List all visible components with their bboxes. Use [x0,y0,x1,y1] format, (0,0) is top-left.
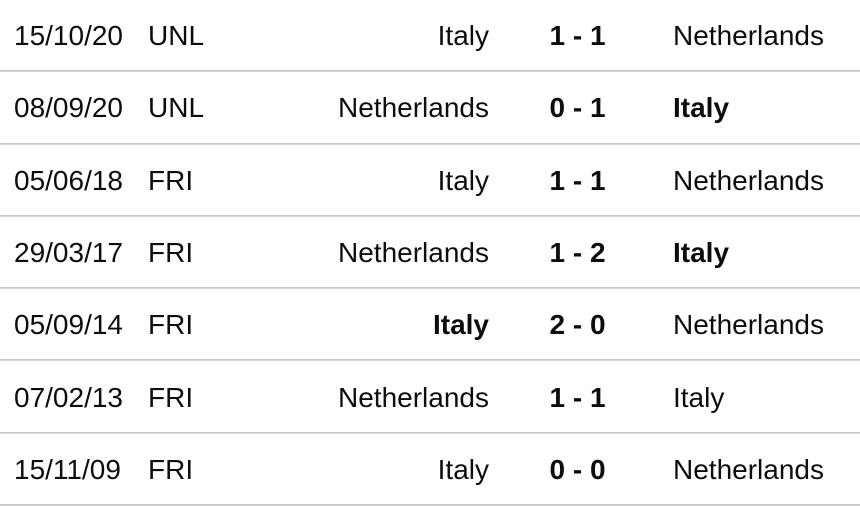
match-score: 0 - 1 [549,92,606,124]
match-score: 2 - 0 [549,309,606,341]
match-date: 15/11/09 [14,453,121,485]
competition-code: FRI [148,309,194,341]
home-team-name: Netherlands [338,92,489,124]
match-score: 0 - 0 [549,453,606,485]
match-row: 08/09/20 UNL Netherlands 0 - 1 Italy [0,72,860,145]
competition-code: UNL [148,92,205,124]
match-date: 08/09/20 [14,92,123,124]
home-team-name: Italy [437,20,489,52]
match-date: 05/09/14 [14,309,123,341]
match-score: 1 - 2 [549,236,606,268]
match-score: 1 - 1 [549,381,606,413]
competition-code: UNL [148,20,205,52]
away-team-name: Netherlands [673,309,824,341]
competition-code: FRI [148,381,194,413]
competition-code: FRI [148,453,194,485]
match-date: 07/02/13 [14,381,123,413]
match-score: 1 - 1 [549,164,606,196]
home-team-name: Netherlands [338,381,489,413]
competition-code: FRI [148,236,194,268]
match-row: 15/10/20 UNL Italy 1 - 1 Netherlands [0,0,860,73]
match-row: 05/09/14 FRI Italy 2 - 0 Netherlands [0,289,860,362]
match-row: 07/02/13 FRI Netherlands 1 - 1 Italy [0,361,860,434]
match-date: 15/10/20 [14,20,123,52]
competition-code: FRI [148,164,194,196]
match-row: 29/03/17 FRI Netherlands 1 - 2 Italy [0,217,860,290]
match-score: 1 - 1 [549,20,606,52]
away-team-name: Italy [673,381,725,413]
away-team-name: Netherlands [673,453,824,485]
home-team-name: Italy [432,309,489,341]
match-date: 05/06/18 [14,164,123,196]
away-team-name: Netherlands [673,164,824,196]
home-team-name: Netherlands [338,236,489,268]
home-team-name: Italy [437,164,489,196]
match-date: 29/03/17 [14,236,123,268]
away-team-name: Netherlands [673,20,824,52]
match-row: 05/06/18 FRI Italy 1 - 1 Netherlands [0,145,860,218]
home-team-name: Italy [437,453,489,485]
away-team-name: Italy [673,236,730,268]
match-row: 15/11/09 FRI Italy 0 - 0 Netherlands [0,434,860,506]
away-team-name: Italy [673,92,730,124]
